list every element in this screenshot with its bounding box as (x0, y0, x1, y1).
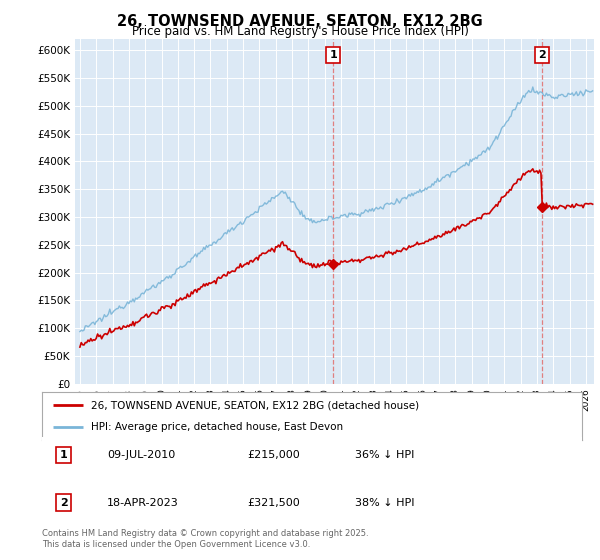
Text: 18-APR-2023: 18-APR-2023 (107, 498, 179, 507)
Text: 2: 2 (538, 50, 545, 60)
Text: £215,000: £215,000 (247, 450, 300, 460)
Text: HPI: Average price, detached house, East Devon: HPI: Average price, detached house, East… (91, 422, 343, 432)
Text: £321,500: £321,500 (247, 498, 300, 507)
Text: 2: 2 (60, 498, 67, 507)
Text: Contains HM Land Registry data © Crown copyright and database right 2025.
This d: Contains HM Land Registry data © Crown c… (42, 529, 368, 549)
Text: 38% ↓ HPI: 38% ↓ HPI (355, 498, 415, 507)
Text: 1: 1 (60, 450, 67, 460)
Text: 1: 1 (329, 50, 337, 60)
Text: 09-JUL-2010: 09-JUL-2010 (107, 450, 175, 460)
Text: 26, TOWNSEND AVENUE, SEATON, EX12 2BG: 26, TOWNSEND AVENUE, SEATON, EX12 2BG (117, 14, 483, 29)
Text: Price paid vs. HM Land Registry's House Price Index (HPI): Price paid vs. HM Land Registry's House … (131, 25, 469, 38)
Text: 36% ↓ HPI: 36% ↓ HPI (355, 450, 415, 460)
Text: 26, TOWNSEND AVENUE, SEATON, EX12 2BG (detached house): 26, TOWNSEND AVENUE, SEATON, EX12 2BG (d… (91, 400, 419, 410)
